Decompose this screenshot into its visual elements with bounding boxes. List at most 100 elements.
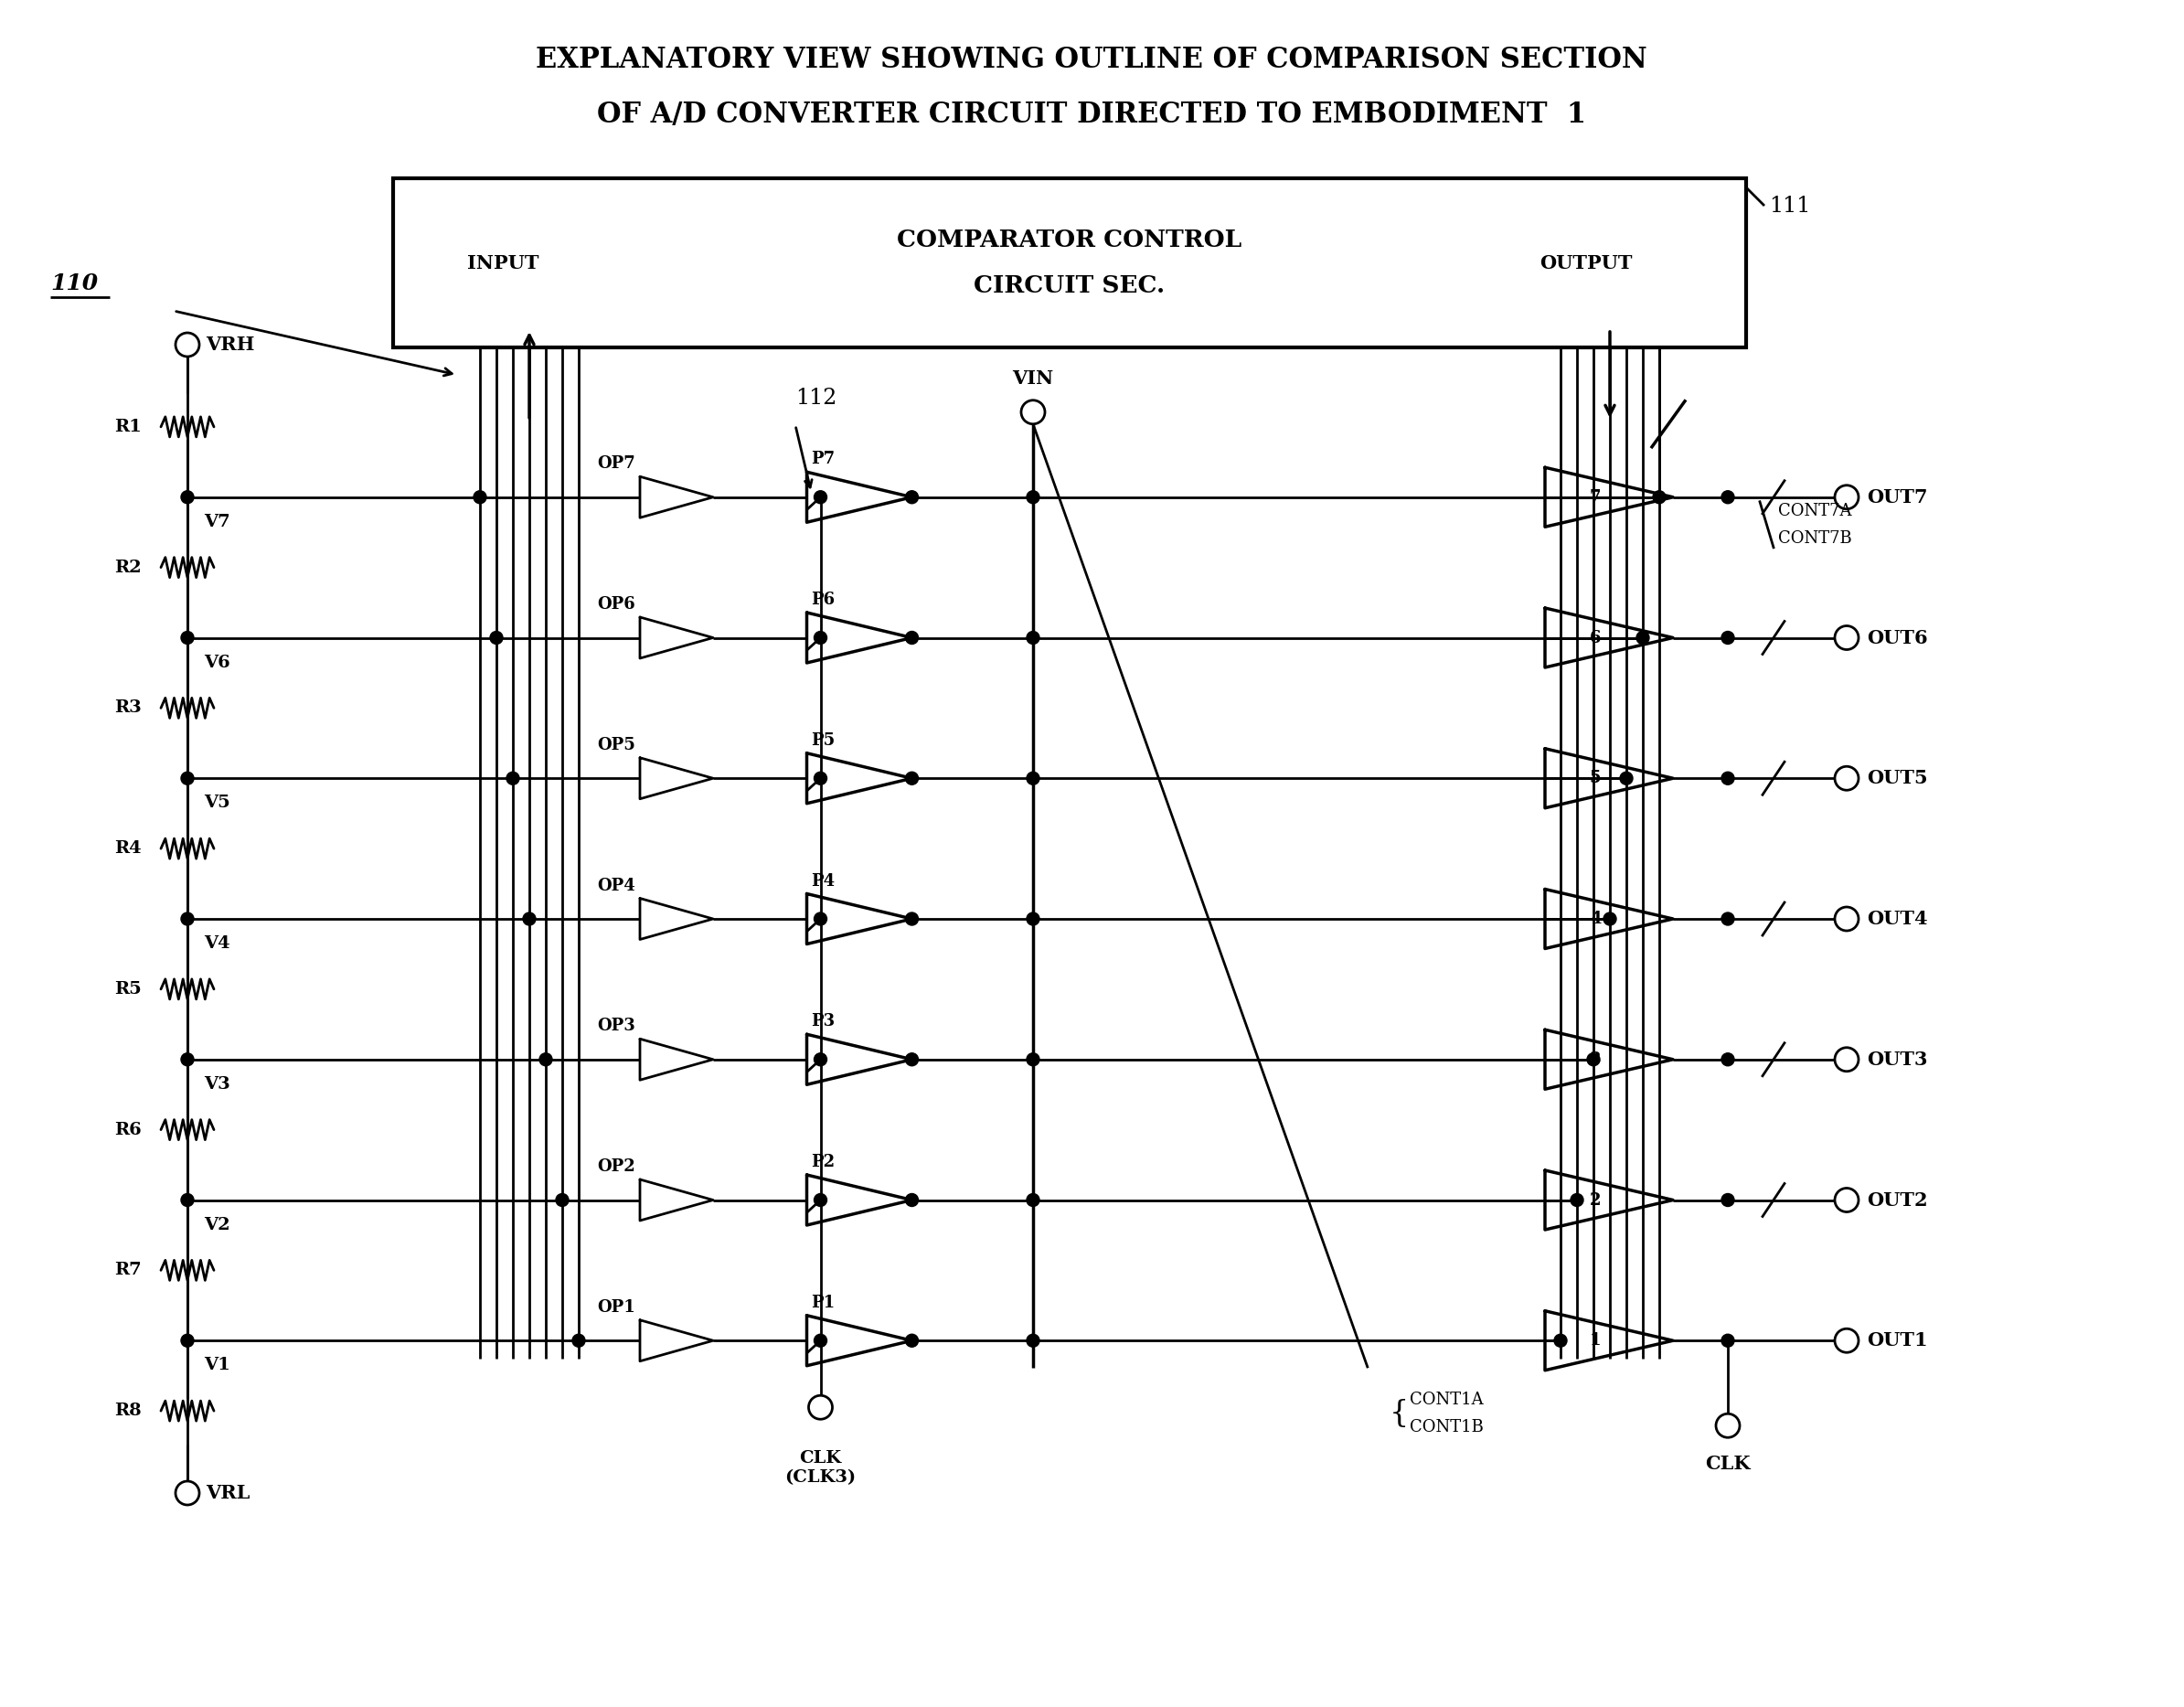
Text: P2: P2 bbox=[810, 1154, 834, 1171]
Bar bbox=[393, 178, 1745, 348]
Circle shape bbox=[906, 632, 917, 644]
Circle shape bbox=[1636, 632, 1649, 644]
Text: OUT3: OUT3 bbox=[1867, 1050, 1928, 1069]
Circle shape bbox=[1721, 632, 1734, 644]
Text: OUT6: OUT6 bbox=[1867, 628, 1928, 647]
Text: P7: P7 bbox=[810, 451, 834, 468]
Text: R7: R7 bbox=[114, 1261, 142, 1279]
Circle shape bbox=[1588, 1053, 1601, 1065]
Circle shape bbox=[1555, 1335, 1566, 1347]
Circle shape bbox=[1721, 490, 1734, 504]
Text: 4: 4 bbox=[1590, 910, 1601, 927]
Circle shape bbox=[1026, 490, 1040, 504]
Text: V4: V4 bbox=[203, 935, 229, 953]
Circle shape bbox=[522, 913, 535, 925]
Text: P3: P3 bbox=[810, 1014, 834, 1029]
Text: V7: V7 bbox=[203, 514, 229, 531]
Circle shape bbox=[1721, 1193, 1734, 1207]
Text: OP5: OP5 bbox=[596, 737, 636, 753]
Text: R5: R5 bbox=[114, 982, 142, 997]
Text: CONT7A: CONT7A bbox=[1778, 502, 1852, 519]
Circle shape bbox=[815, 913, 828, 925]
Text: V6: V6 bbox=[203, 654, 229, 671]
Circle shape bbox=[539, 1053, 553, 1065]
Text: 110: 110 bbox=[50, 273, 98, 294]
Circle shape bbox=[181, 772, 194, 785]
Text: R8: R8 bbox=[114, 1403, 142, 1419]
Circle shape bbox=[815, 632, 828, 644]
Circle shape bbox=[906, 1335, 917, 1347]
Circle shape bbox=[181, 1053, 194, 1065]
Circle shape bbox=[1026, 1335, 1040, 1347]
Circle shape bbox=[815, 490, 828, 504]
Text: OUT2: OUT2 bbox=[1867, 1191, 1928, 1209]
Circle shape bbox=[1603, 913, 1616, 925]
Text: R2: R2 bbox=[114, 560, 142, 575]
Text: V3: V3 bbox=[203, 1075, 229, 1092]
Text: P4: P4 bbox=[810, 872, 834, 889]
Text: OUT7: OUT7 bbox=[1867, 488, 1928, 507]
Text: COMPARATOR CONTROL: COMPARATOR CONTROL bbox=[898, 229, 1243, 251]
Circle shape bbox=[906, 1193, 917, 1207]
Text: OUTPUT: OUTPUT bbox=[1540, 254, 1631, 271]
Text: OP2: OP2 bbox=[596, 1159, 636, 1174]
Text: R1: R1 bbox=[114, 418, 142, 435]
Circle shape bbox=[815, 1053, 828, 1065]
Text: OF A/D CONVERTER CIRCUIT DIRECTED TO EMBODIMENT  1: OF A/D CONVERTER CIRCUIT DIRECTED TO EMB… bbox=[596, 101, 1586, 130]
Text: OUT4: OUT4 bbox=[1867, 910, 1928, 929]
Text: OP3: OP3 bbox=[596, 1017, 636, 1034]
Circle shape bbox=[815, 772, 828, 785]
Circle shape bbox=[507, 772, 520, 785]
Text: 7: 7 bbox=[1590, 488, 1601, 505]
Text: CIRCUIT SEC.: CIRCUIT SEC. bbox=[974, 275, 1166, 297]
Circle shape bbox=[1653, 490, 1666, 504]
Text: 2: 2 bbox=[1590, 1191, 1601, 1209]
Circle shape bbox=[906, 913, 917, 925]
Text: OP1: OP1 bbox=[596, 1299, 636, 1316]
Text: CLK
(CLK3): CLK (CLK3) bbox=[784, 1451, 856, 1485]
Text: V1: V1 bbox=[203, 1357, 229, 1374]
Text: R4: R4 bbox=[114, 840, 142, 857]
Text: EXPLANATORY VIEW SHOWING OUTLINE OF COMPARISON SECTION: EXPLANATORY VIEW SHOWING OUTLINE OF COMP… bbox=[535, 46, 1647, 73]
Text: VRL: VRL bbox=[205, 1483, 249, 1502]
Text: CONT7B: CONT7B bbox=[1778, 531, 1852, 546]
Text: OP7: OP7 bbox=[596, 456, 636, 473]
Circle shape bbox=[906, 1053, 917, 1065]
Circle shape bbox=[815, 1335, 828, 1347]
Text: INPUT: INPUT bbox=[467, 254, 539, 271]
Circle shape bbox=[1570, 1193, 1583, 1207]
Text: CONT1A: CONT1A bbox=[1409, 1391, 1483, 1408]
Text: OP6: OP6 bbox=[596, 596, 636, 613]
Text: P6: P6 bbox=[810, 592, 834, 608]
Circle shape bbox=[572, 1335, 585, 1347]
Circle shape bbox=[181, 913, 194, 925]
Text: V5: V5 bbox=[203, 795, 229, 811]
Circle shape bbox=[1621, 772, 1634, 785]
Text: R3: R3 bbox=[114, 700, 142, 717]
Text: 111: 111 bbox=[1769, 195, 1811, 217]
Circle shape bbox=[555, 1193, 568, 1207]
Text: VIN: VIN bbox=[1013, 369, 1053, 387]
Text: 3: 3 bbox=[1590, 1052, 1601, 1067]
Text: OP4: OP4 bbox=[596, 877, 636, 894]
Circle shape bbox=[489, 632, 502, 644]
Circle shape bbox=[474, 490, 487, 504]
Text: R6: R6 bbox=[114, 1121, 142, 1139]
Circle shape bbox=[1026, 772, 1040, 785]
Text: 112: 112 bbox=[795, 387, 836, 408]
Text: P5: P5 bbox=[810, 732, 834, 749]
Text: 1: 1 bbox=[1590, 1333, 1601, 1349]
Text: CLK: CLK bbox=[1706, 1454, 1749, 1473]
Text: OUT1: OUT1 bbox=[1867, 1331, 1928, 1350]
Circle shape bbox=[1026, 1193, 1040, 1207]
Circle shape bbox=[181, 632, 194, 644]
Circle shape bbox=[1026, 1053, 1040, 1065]
Circle shape bbox=[181, 490, 194, 504]
Circle shape bbox=[1721, 913, 1734, 925]
Circle shape bbox=[906, 772, 917, 785]
Circle shape bbox=[1026, 632, 1040, 644]
Text: V2: V2 bbox=[203, 1217, 229, 1232]
Circle shape bbox=[815, 1193, 828, 1207]
Text: 5: 5 bbox=[1590, 770, 1601, 787]
Text: P1: P1 bbox=[810, 1294, 834, 1311]
